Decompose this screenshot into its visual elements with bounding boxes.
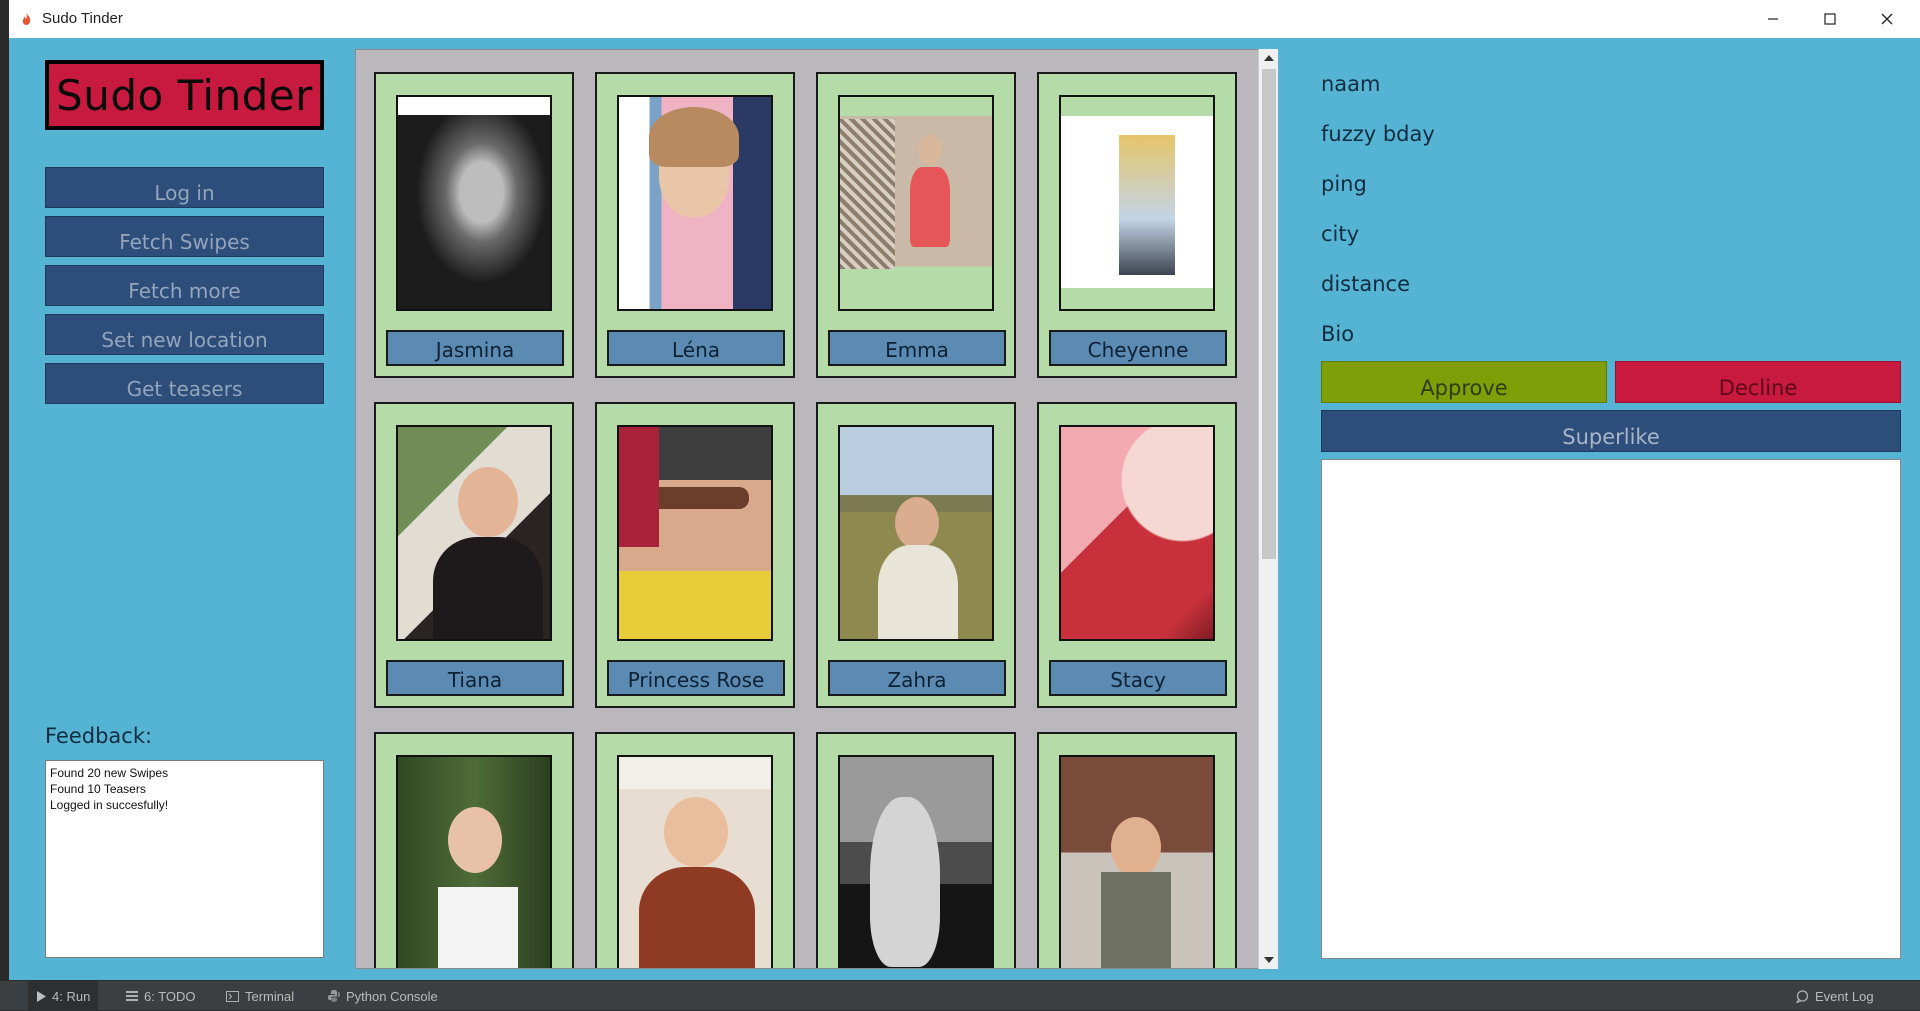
profile-name-button[interactable]: Tiana [386, 660, 564, 696]
event-log-label: Event Log [1815, 988, 1874, 1004]
profile-photo [1059, 95, 1215, 311]
profile-card[interactable]: Léna [595, 72, 795, 378]
profile-photo [617, 425, 773, 641]
bio-label: Bio [1321, 322, 1355, 346]
terminal-tab[interactable]: Terminal [218, 981, 302, 1011]
minimize-button[interactable] [1745, 0, 1801, 38]
city-label: city [1321, 222, 1360, 246]
log-in-button[interactable]: Log in [45, 167, 324, 208]
close-icon [1881, 13, 1893, 25]
profile-card[interactable]: Cheyenne [1037, 72, 1237, 378]
profile-card[interactable]: Emma [816, 72, 1016, 378]
profile-photo [396, 95, 552, 311]
profile-photo [838, 425, 994, 641]
python-console-tab[interactable]: Python Console [320, 981, 446, 1011]
approve-button[interactable]: Approve [1321, 361, 1607, 403]
profile-card[interactable]: Zahra [816, 402, 1016, 708]
maximize-icon [1824, 13, 1836, 25]
app-window: Sudo Tinder Sudo Tinder Log in Fetch Swi… [9, 0, 1920, 980]
scroll-thumb[interactable] [1262, 69, 1276, 559]
run-tab-label: 4: Run [52, 988, 91, 1004]
profile-photo [1059, 755, 1215, 968]
profile-photo [1059, 425, 1215, 641]
superlike-button[interactable]: Superlike [1321, 410, 1901, 452]
title-bar: Sudo Tinder [9, 0, 1920, 38]
set-new-location-button[interactable]: Set new location [45, 314, 324, 355]
scroll-down-button[interactable] [1259, 951, 1279, 969]
profile-card[interactable]: Princess Rose [595, 402, 795, 708]
profile-name-button[interactable]: Princess Rose [607, 660, 785, 696]
window-title: Sudo Tinder [42, 10, 123, 27]
profile-photo [617, 95, 773, 311]
list-icon [126, 991, 138, 1001]
feedback-line: Logged in succesfully! [50, 798, 169, 812]
logo-text: Sudo Tinder [56, 70, 313, 120]
arrow-down-icon [1264, 957, 1274, 963]
todo-tab[interactable]: 6: TODO [118, 981, 204, 1011]
profile-card[interactable]: Tiana [374, 402, 574, 708]
run-tab[interactable]: 4: Run [28, 981, 99, 1011]
profile-name-button[interactable]: Léna [607, 330, 785, 366]
profile-photo [396, 425, 552, 641]
flame-icon [22, 13, 31, 25]
python-icon [328, 990, 340, 1002]
bio-textbox[interactable] [1321, 459, 1901, 959]
terminal-tab-label: Terminal [245, 988, 295, 1004]
ping-label: ping [1321, 172, 1367, 196]
feedback-log[interactable]: Found 20 new Swipes Found 10 Teasers Log… [45, 760, 324, 958]
profile-photo [617, 755, 773, 968]
ide-toolbar: 4: Run 6: TODO Terminal Python Console E… [0, 980, 1920, 1011]
event-log-tab[interactable]: Event Log [1788, 981, 1882, 1011]
feedback-label: Feedback: [45, 724, 153, 748]
python-console-tab-label: Python Console [346, 988, 438, 1004]
app-logo: Sudo Tinder [45, 60, 324, 130]
terminal-icon [226, 990, 239, 1002]
arrow-up-icon [1264, 55, 1274, 61]
profile-photo [838, 755, 994, 968]
get-teasers-button[interactable]: Get teasers [45, 363, 324, 404]
profile-name-button[interactable]: Zahra [828, 660, 1006, 696]
maximize-button[interactable] [1802, 0, 1858, 38]
grid-scrollbar[interactable] [1258, 49, 1278, 969]
fetch-more-button[interactable]: Fetch more [45, 265, 324, 306]
profile-card[interactable]: Jasmina [374, 72, 574, 378]
minimize-icon [1768, 18, 1778, 20]
chat-bubble-icon [1796, 989, 1809, 1003]
profile-card[interactable] [374, 732, 574, 968]
decline-button[interactable]: Decline [1615, 361, 1901, 403]
scroll-up-button[interactable] [1259, 49, 1279, 67]
profile-card[interactable] [816, 732, 1016, 968]
name-label: naam [1321, 72, 1381, 96]
distance-label: distance [1321, 272, 1410, 296]
bday-label: fuzzy bday [1321, 122, 1435, 146]
profile-card[interactable] [1037, 732, 1237, 968]
profile-grid[interactable]: Jasmina Léna Emma Cheyenne [355, 49, 1277, 969]
profile-card[interactable]: Stacy [1037, 402, 1237, 708]
fetch-swipes-button[interactable]: Fetch Swipes [45, 216, 324, 257]
feedback-line: Found 20 new Swipes [50, 766, 169, 780]
profile-card[interactable] [595, 732, 795, 968]
profile-photo [838, 95, 994, 311]
profile-photo [396, 755, 552, 968]
todo-tab-label: 6: TODO [144, 988, 196, 1004]
feedback-line: Found 10 Teasers [50, 782, 146, 796]
profile-name-button[interactable]: Jasmina [386, 330, 564, 366]
close-button[interactable] [1859, 0, 1915, 38]
play-icon [37, 990, 46, 1002]
profile-name-button[interactable]: Stacy [1049, 660, 1227, 696]
profile-name-button[interactable]: Cheyenne [1049, 330, 1227, 366]
profile-name-button[interactable]: Emma [828, 330, 1006, 366]
